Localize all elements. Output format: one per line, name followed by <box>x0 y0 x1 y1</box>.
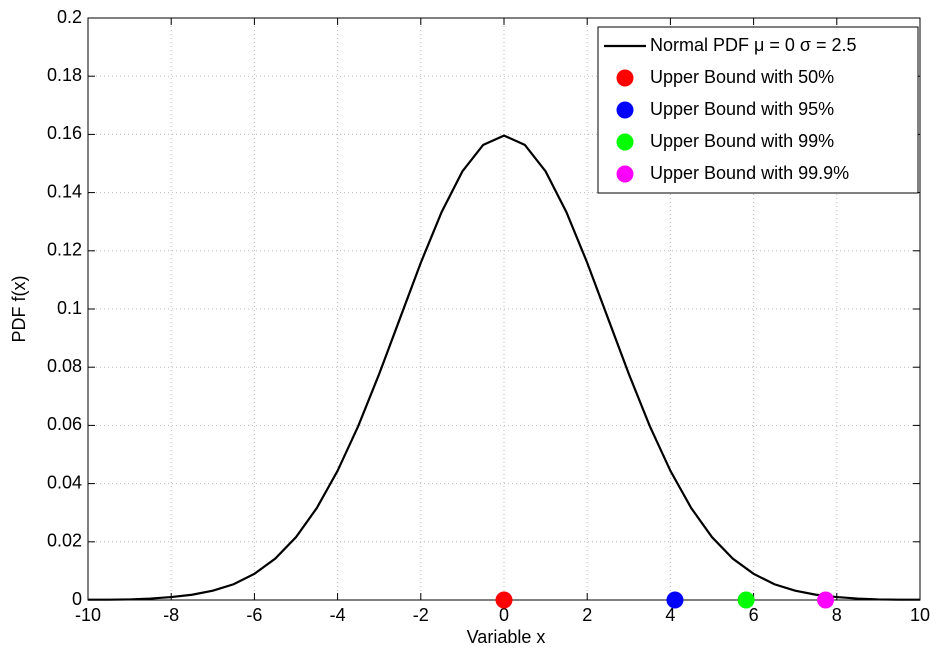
x-tick-label: -10 <box>75 605 101 625</box>
legend-label: Upper Bound with 99% <box>650 131 834 151</box>
x-tick-label: 2 <box>582 605 592 625</box>
x-tick-label: 8 <box>832 605 842 625</box>
x-tick-label: 4 <box>665 605 675 625</box>
x-tick-label: 6 <box>749 605 759 625</box>
y-tick-label: 0.14 <box>47 181 82 201</box>
x-tick-label: -6 <box>246 605 262 625</box>
x-tick-label: -2 <box>413 605 429 625</box>
legend-box <box>597 26 919 194</box>
legend-swatch <box>616 133 634 151</box>
y-tick-label: 0.02 <box>47 531 82 551</box>
legend-label: Upper Bound with 99.9% <box>650 163 849 183</box>
legend-label: Upper Bound with 50% <box>650 67 834 87</box>
bound-marker <box>817 591 835 609</box>
x-axis-label: Variable x <box>467 627 546 647</box>
y-tick-label: 0 <box>72 589 82 609</box>
x-tick-label: 10 <box>910 605 930 625</box>
legend-swatch <box>616 69 634 87</box>
legend-label: Normal PDF μ = 0 σ = 2.5 <box>650 35 857 55</box>
bound-marker <box>495 591 513 609</box>
x-tick-label: -4 <box>330 605 346 625</box>
y-tick-label: 0.18 <box>47 65 82 85</box>
legend-swatch <box>616 165 634 183</box>
y-tick-label: 0.04 <box>47 472 82 492</box>
pdf-curve <box>88 134 920 601</box>
bound-marker <box>666 591 684 609</box>
x-tick-label: 0 <box>499 605 509 625</box>
y-tick-label: 0.1 <box>57 298 82 318</box>
legend: Normal PDF μ = 0 σ = 2.5 Upper Bound with… <box>597 26 919 194</box>
legend-swatch <box>616 101 634 119</box>
y-tick-label: 0.08 <box>47 356 82 376</box>
bound-marker <box>737 591 755 609</box>
legend-label: Upper Bound with 95% <box>650 99 834 119</box>
y-tick-label: 0.2 <box>57 7 82 27</box>
y-tick-label: 0.16 <box>47 123 82 143</box>
x-tick-label: -8 <box>163 605 179 625</box>
y-tick-label: 0.06 <box>47 414 82 434</box>
y-axis-label: PDF f(x) <box>9 276 29 343</box>
y-tick-label: 0.12 <box>47 240 82 260</box>
